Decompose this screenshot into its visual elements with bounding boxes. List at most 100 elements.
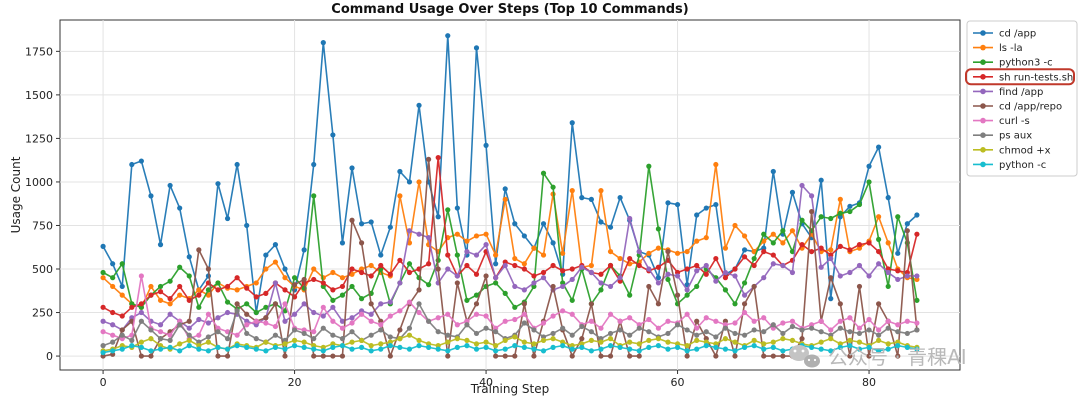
data-point xyxy=(138,273,144,279)
data-point xyxy=(157,322,164,328)
data-point xyxy=(856,325,863,331)
data-point xyxy=(330,297,336,303)
data-point xyxy=(234,332,240,338)
data-point xyxy=(291,311,298,317)
data-point xyxy=(607,224,614,230)
data-point xyxy=(732,266,738,272)
data-point xyxy=(732,348,738,354)
data-point xyxy=(751,283,757,290)
data-point xyxy=(808,193,815,199)
data-point xyxy=(339,353,346,359)
data-point xyxy=(244,301,250,307)
data-point xyxy=(493,348,499,354)
data-point xyxy=(387,353,393,359)
data-point xyxy=(483,344,489,350)
data-point xyxy=(856,242,863,248)
data-point xyxy=(646,250,652,256)
data-point xyxy=(655,264,662,270)
data-point xyxy=(272,259,279,265)
data-point xyxy=(157,283,164,290)
data-point xyxy=(876,248,882,255)
data-point xyxy=(732,222,738,229)
data-point xyxy=(339,343,346,349)
data-point xyxy=(521,311,527,317)
data-point xyxy=(914,297,920,303)
data-point xyxy=(454,280,460,286)
data-point xyxy=(224,336,231,342)
data-point xyxy=(148,336,154,342)
data-point xyxy=(167,332,173,338)
data-point xyxy=(416,301,422,307)
data-point xyxy=(473,271,480,277)
data-point xyxy=(808,344,815,350)
wechat-icon xyxy=(789,345,820,368)
data-point xyxy=(847,329,853,335)
data-point xyxy=(550,283,556,290)
data-point xyxy=(713,201,719,208)
data-point xyxy=(579,344,585,350)
data-point xyxy=(550,184,556,190)
data-point xyxy=(426,235,432,241)
data-point xyxy=(636,262,642,269)
data-point xyxy=(196,287,202,293)
legend-item: cd /app xyxy=(973,29,1036,40)
data-point xyxy=(186,325,192,331)
data-point xyxy=(761,315,767,321)
data-point xyxy=(674,250,681,256)
legend-label: cd /app/repo xyxy=(999,102,1062,113)
data-point xyxy=(291,337,298,343)
y-tick-label: 1000 xyxy=(25,176,53,189)
data-point xyxy=(703,205,709,211)
data-point xyxy=(330,287,336,293)
data-point xyxy=(378,252,384,258)
data-point xyxy=(837,318,843,324)
data-point xyxy=(493,252,499,258)
data-point xyxy=(780,330,786,337)
data-point xyxy=(741,292,748,298)
data-point xyxy=(320,348,326,354)
data-point xyxy=(416,309,422,316)
data-point xyxy=(531,353,537,359)
data-point xyxy=(445,252,451,258)
data-point xyxy=(694,346,700,352)
data-point xyxy=(655,343,662,349)
data-point xyxy=(339,275,346,281)
data-point xyxy=(186,343,192,349)
data-point xyxy=(167,337,173,343)
data-point xyxy=(224,353,231,359)
data-point xyxy=(119,327,125,333)
data-point xyxy=(751,318,757,324)
data-point xyxy=(761,346,767,352)
data-point xyxy=(761,275,767,281)
data-point xyxy=(876,337,882,343)
data-point xyxy=(770,261,776,267)
data-point xyxy=(205,320,212,326)
data-point xyxy=(818,318,824,324)
data-point xyxy=(512,316,518,323)
data-point xyxy=(808,208,815,215)
data-point xyxy=(627,255,633,262)
data-point xyxy=(311,193,317,199)
data-point xyxy=(694,212,700,218)
legend-item: ls -la xyxy=(973,43,1023,54)
data-point xyxy=(282,266,288,272)
data-point xyxy=(540,337,547,343)
data-point xyxy=(445,311,451,317)
data-point xyxy=(512,304,518,310)
data-point xyxy=(387,299,393,305)
data-point xyxy=(272,332,279,338)
data-point xyxy=(598,325,604,331)
data-point xyxy=(378,346,384,352)
data-point xyxy=(904,221,910,227)
data-point xyxy=(780,262,786,269)
data-point xyxy=(196,332,202,338)
data-point xyxy=(234,301,240,307)
data-point xyxy=(713,161,719,168)
data-point xyxy=(349,165,355,171)
data-point xyxy=(751,255,757,262)
data-point xyxy=(301,276,307,283)
data-point xyxy=(636,353,642,359)
data-point xyxy=(445,332,451,338)
data-point xyxy=(531,245,537,251)
data-point xyxy=(703,235,709,241)
